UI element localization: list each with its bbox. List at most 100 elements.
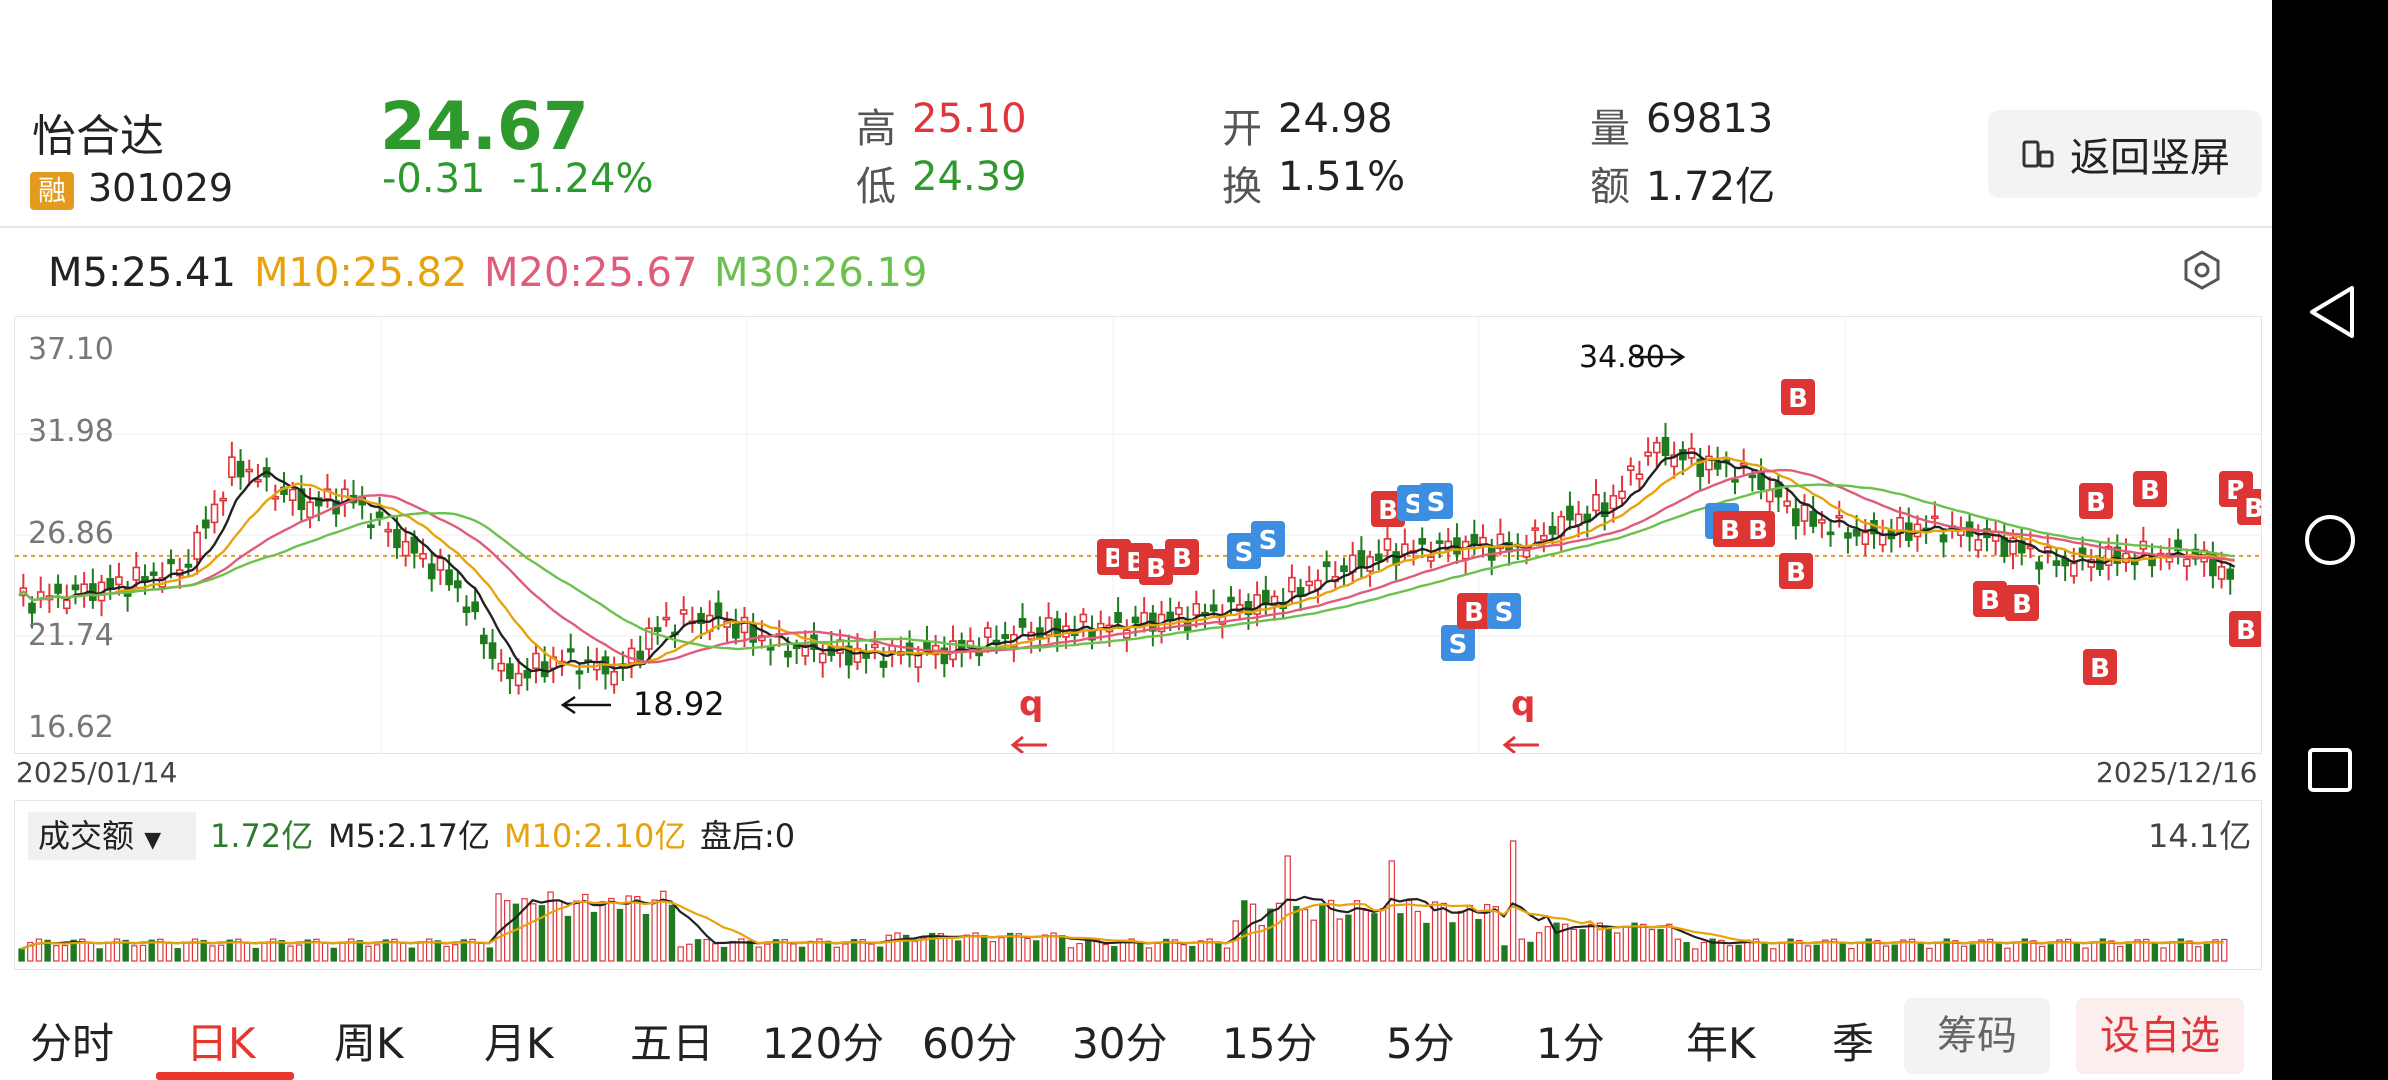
volume-bar — [1778, 941, 1786, 962]
add-watchlist-button[interactable]: 设自选 — [2076, 998, 2244, 1074]
y-label-min: 16.62 — [28, 710, 114, 745]
candle-body — [62, 599, 71, 610]
candle-body — [1044, 617, 1053, 636]
volume-bar — [1050, 932, 1057, 962]
turnover-value: 1.51% — [1278, 154, 1406, 200]
volume-bar — [1648, 929, 1656, 962]
candle-body — [1661, 436, 1670, 457]
tab-timeshare[interactable]: 分时 — [30, 1019, 115, 1068]
home-circle-icon[interactable] — [2302, 512, 2358, 568]
hexagon-settings-icon[interactable] — [2180, 248, 2224, 292]
volume-bar — [1518, 938, 1526, 962]
volume-bar — [764, 943, 771, 962]
volume-bar — [1822, 939, 1829, 962]
volume-bar — [1431, 901, 1439, 962]
ma20-label: M20:25.67 — [484, 250, 698, 296]
return-portrait-button[interactable]: 返回竖屏 — [1988, 110, 2262, 198]
price-change: -0.31 — [382, 156, 486, 202]
tab-30min[interactable]: 30分 — [1072, 1019, 1168, 1068]
tab-weekly-k[interactable]: 周K — [334, 1019, 404, 1068]
candle-body — [871, 643, 879, 649]
volume-bar — [616, 908, 624, 962]
candle-body — [1974, 539, 1983, 551]
signal-flag-10 — [1441, 625, 1475, 661]
chip-distribution-button[interactable]: 筹码 — [1904, 998, 2050, 1074]
volume-bar — [989, 941, 997, 962]
candle-body — [1018, 618, 1027, 628]
volume-bar — [2221, 938, 2228, 962]
volume-bar — [157, 938, 164, 962]
volume-bar — [1986, 938, 1994, 962]
candle-body — [610, 671, 618, 686]
signal-flag-5-text: S — [1235, 538, 1254, 568]
volume-bar — [2116, 945, 2124, 962]
tab-monthly-k[interactable]: 月K — [484, 1019, 554, 1068]
volume-bar — [2151, 942, 2159, 962]
volume-bar — [1466, 904, 1473, 962]
volume-m5: M5:2.17亿 — [328, 817, 491, 855]
volume-bar — [486, 947, 494, 962]
candle-body — [1540, 534, 1548, 541]
volume-bar — [1275, 902, 1283, 962]
candle-body — [1114, 611, 1122, 623]
volume-bar — [191, 938, 199, 962]
tab-1min[interactable]: 1分 — [1536, 1019, 1605, 1068]
candle-body — [1366, 556, 1374, 572]
back-triangle-icon[interactable] — [2304, 282, 2358, 342]
volume-bar — [373, 944, 381, 962]
candle-body — [1844, 532, 1852, 539]
volume-bar — [96, 948, 103, 962]
candle-body — [1192, 603, 1201, 616]
volume-bar — [1085, 938, 1092, 962]
candle-body — [462, 606, 471, 613]
recent-square-icon[interactable] — [2306, 746, 2354, 794]
signal-flag-12 — [1487, 593, 1521, 629]
volume-bar — [998, 937, 1005, 962]
volume-bar — [1622, 925, 1630, 962]
volume-bar — [1579, 929, 1586, 962]
volume-bar — [2134, 939, 2141, 962]
volume-bar — [61, 944, 69, 962]
volume-bar — [2056, 939, 2063, 962]
candle-body — [966, 640, 975, 648]
volume-bar — [963, 934, 971, 962]
volume-bar — [1449, 922, 1456, 962]
volume-bar — [1076, 942, 1083, 962]
volume-bar — [1761, 942, 1768, 962]
volume-bar — [478, 942, 485, 962]
volume-bar — [1735, 944, 1742, 962]
volume-bar — [781, 938, 788, 962]
tab-quarterly[interactable]: 季 — [1832, 1019, 1875, 1068]
q-marker-1-arrow-icon — [1010, 735, 1047, 755]
candle-body — [2113, 546, 2122, 564]
signal-flag-8-text: S — [1405, 490, 1424, 520]
volume-bar — [980, 934, 988, 962]
q-marker-1: q — [1019, 684, 1043, 724]
candle-body — [1427, 556, 1435, 562]
signal-flag-25 — [2229, 611, 2263, 647]
tab-yearly-k[interactable]: 年K — [1686, 1019, 1756, 1068]
volume-bar — [131, 945, 138, 962]
tab-120min[interactable]: 120分 — [762, 1019, 885, 1068]
volume-bar — [2186, 940, 2193, 962]
volume-chart[interactable] — [14, 800, 2262, 970]
signal-flag-10-text: S — [1449, 630, 1468, 660]
volume-bar — [261, 941, 268, 962]
tab-5min[interactable]: 5分 — [1386, 1019, 1455, 1068]
volume-bar — [1171, 939, 1179, 962]
tab-daily-k[interactable]: 日K — [186, 1019, 256, 1068]
candle-body — [236, 460, 245, 478]
volume-bar — [538, 905, 546, 962]
volume-bar — [755, 946, 762, 962]
tab-five-day[interactable]: 五日 — [630, 1019, 715, 1068]
tab-15min[interactable]: 15分 — [1222, 1019, 1318, 1068]
volume-bar — [668, 904, 676, 962]
volume-indicator-select[interactable]: 成交额 ▼ — [28, 812, 196, 860]
volume-bar — [1206, 938, 1213, 962]
volume-bar — [295, 944, 303, 962]
volume-bar — [174, 948, 181, 962]
q-marker-2-arrow-icon — [1502, 735, 1539, 755]
candle-body — [2217, 566, 2226, 580]
tab-60min[interactable]: 60分 — [922, 1019, 1018, 1068]
